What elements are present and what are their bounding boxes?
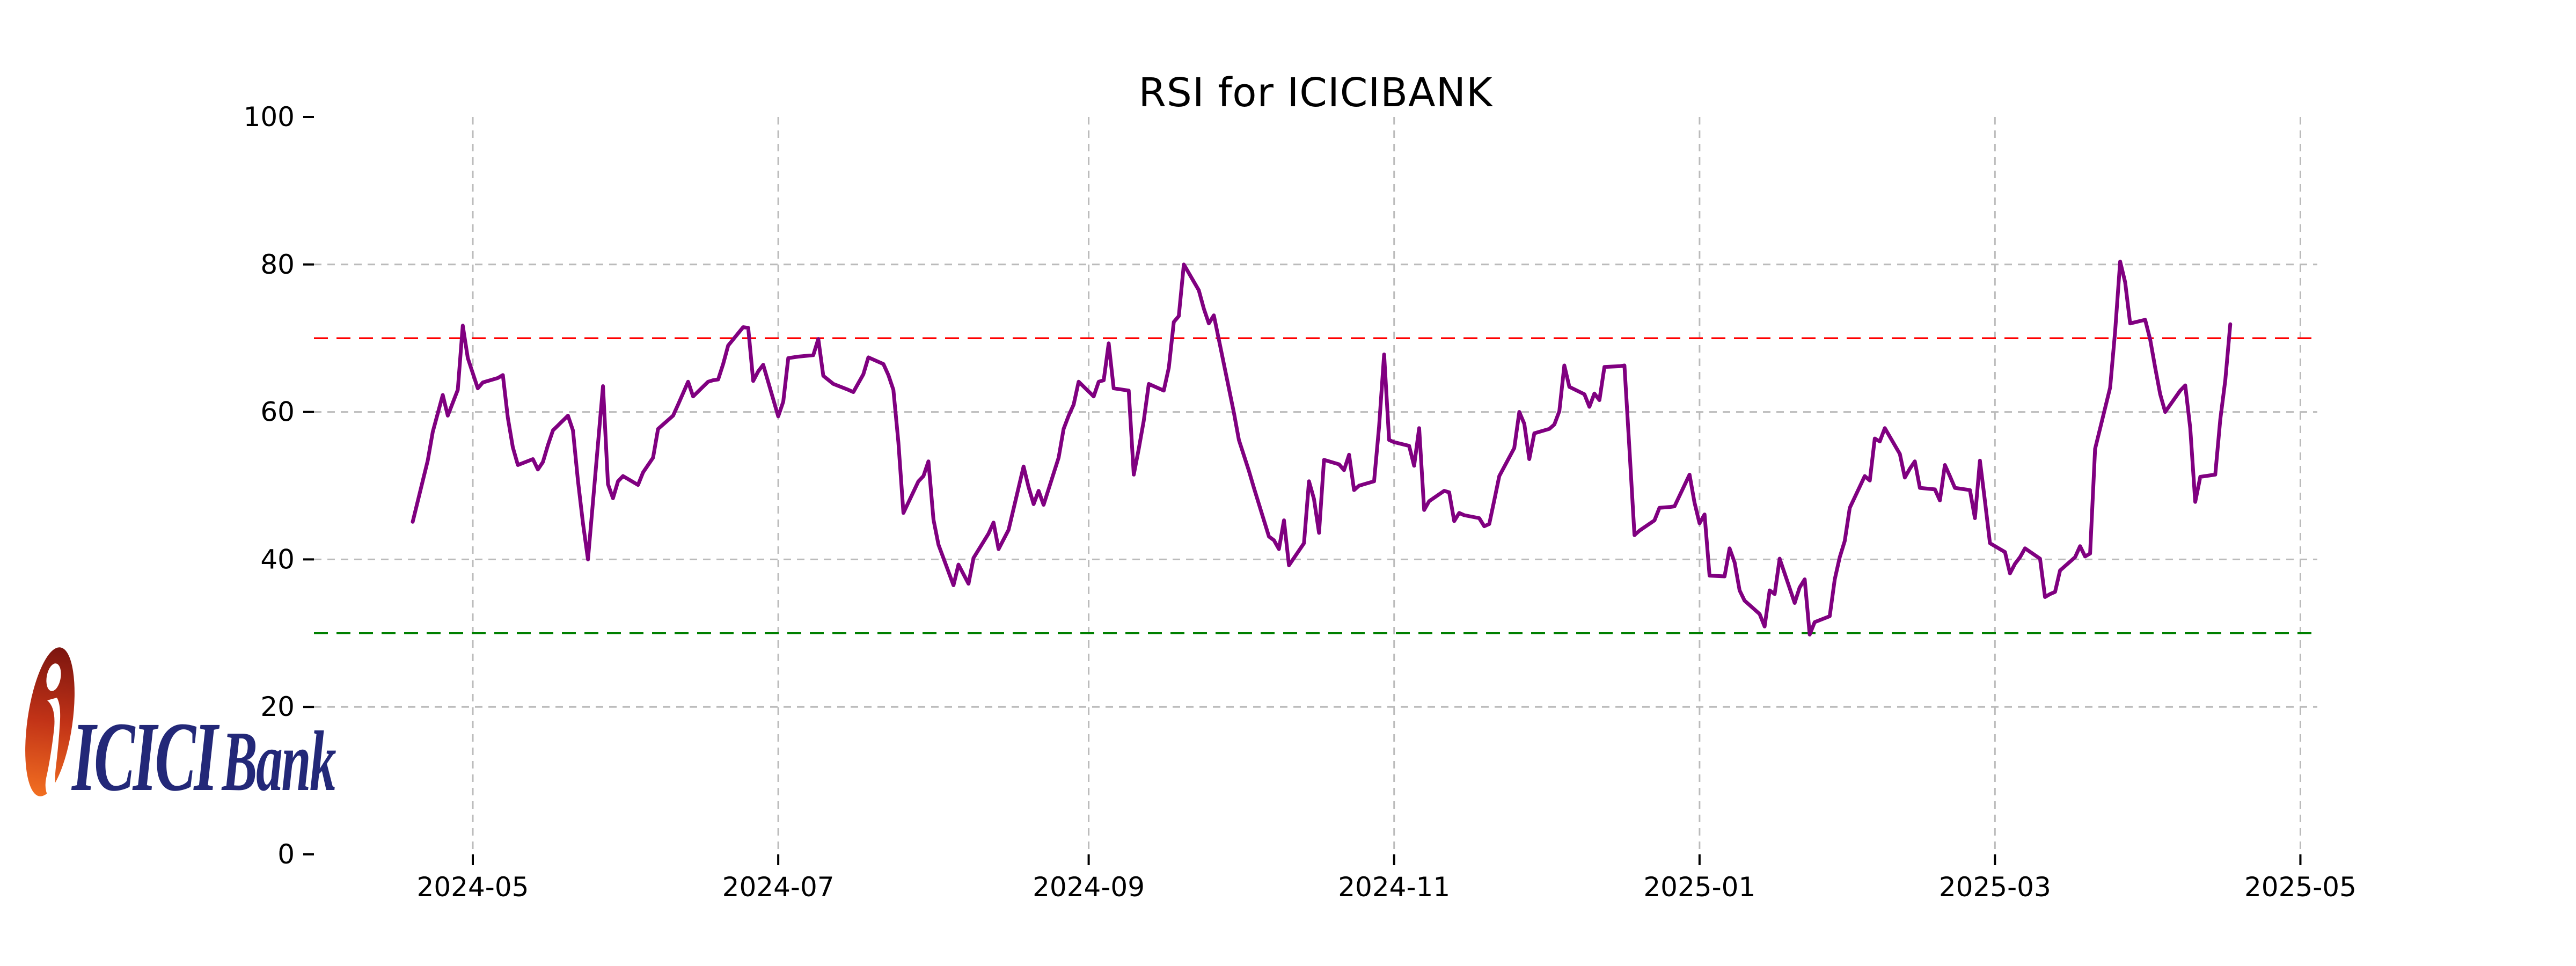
x-axis-tick-label: 2025-01 — [1643, 872, 1755, 903]
y-axis-tick-label: 0 — [277, 839, 295, 870]
chart-title: RSI for ICICIBANK — [1138, 70, 1493, 116]
x-axis-tick-label: 2025-03 — [1939, 872, 2051, 903]
x-axis-tick-label: 2024-09 — [1033, 872, 1145, 903]
icici-logo-brand-text: ICICI — [72, 702, 218, 812]
icici-logo-flame-icon — [25, 647, 75, 797]
x-axis-tick-label: 2024-05 — [417, 872, 529, 903]
y-axis-tick-label: 100 — [244, 101, 295, 133]
y-axis-tick-label: 60 — [260, 397, 295, 428]
x-axis-tick-label: 2025-05 — [2244, 872, 2357, 903]
x-axis-tick-label: 2024-07 — [722, 872, 835, 903]
rsi-line — [411, 259, 2233, 636]
icici-bank-logo: ICICIBank — [20, 644, 336, 807]
y-axis-tick-label: 20 — [260, 691, 295, 722]
y-axis-tick-label: 80 — [260, 249, 295, 280]
icici-logo-wordmark: ICICIBank — [72, 707, 336, 809]
x-axis-tick-label: 2024-11 — [1338, 872, 1450, 903]
y-axis-tick-label: 40 — [260, 544, 295, 575]
icici-logo-product-text: Bank — [222, 713, 336, 809]
